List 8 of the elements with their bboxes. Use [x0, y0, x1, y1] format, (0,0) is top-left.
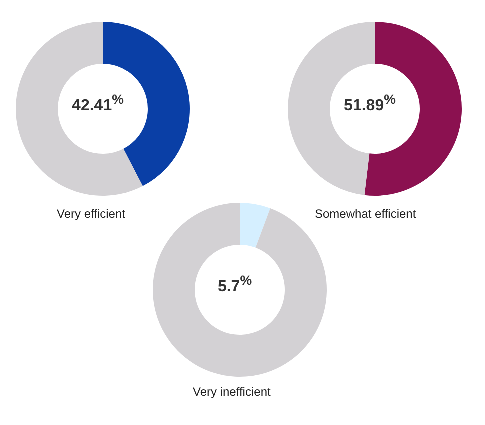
text: 5.7$^{%}$: [216, 273, 254, 296]
text: Very efficient: [57, 207, 126, 221]
text: Very inefficient: [193, 385, 271, 399]
text: 42.41$^{%}$: [71, 92, 125, 116]
text: 51.89$^{%}$: [343, 92, 397, 116]
donut-slice: [240, 203, 270, 248]
donut-slice: [16, 22, 143, 196]
text: Somewhat efficient: [315, 207, 416, 221]
